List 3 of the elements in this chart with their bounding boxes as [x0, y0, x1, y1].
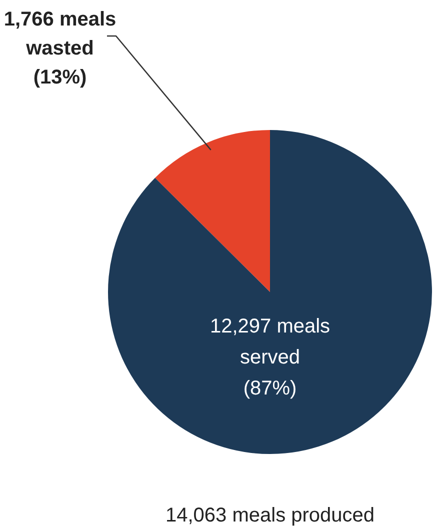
text: 14,063 meals produced: [165, 504, 375, 527]
data-label: 1,766 meals wasted (13%): [4, 8, 116, 89]
data-label: 12,297 meals served (87%): [210, 316, 330, 400]
